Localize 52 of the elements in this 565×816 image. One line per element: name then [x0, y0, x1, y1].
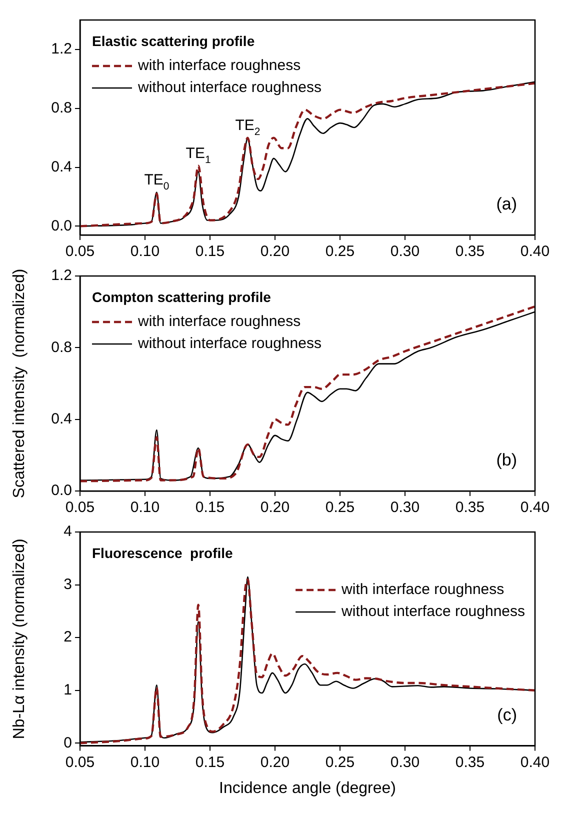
x-tick-label: 0.30 — [390, 754, 420, 771]
x-tick-label: 0.15 — [195, 243, 225, 260]
y-tick-label: 1.2 — [51, 267, 72, 284]
x-tick-label: 0.10 — [130, 754, 160, 771]
y-axis-title: Scattered intensity (normalized) — [11, 268, 28, 498]
x-tick-label: 0.30 — [390, 499, 420, 516]
y-tick-label: 0.8 — [51, 338, 72, 356]
legend-label: without interface roughness — [137, 335, 322, 352]
y-tick-label: 0.4 — [51, 158, 72, 176]
y-tick-label: 0.0 — [51, 482, 72, 500]
x-tick-label: 0.20 — [260, 243, 290, 260]
legend-label: with interface roughness — [137, 57, 301, 74]
x-tick-label: 0.15 — [195, 754, 225, 771]
x-tick-label: 0.30 — [390, 243, 420, 260]
x-tick-label: 0.35 — [455, 754, 485, 771]
annotation: (a) — [496, 194, 518, 214]
x-tick-label: 0.10 — [130, 243, 160, 260]
legend-label: with interface roughness — [340, 581, 504, 598]
y-tick-label: 1 — [64, 682, 72, 699]
y-tick-label: 4 — [64, 523, 72, 540]
y-tick-label: 0.4 — [51, 410, 72, 428]
x-tick-label: 0.25 — [325, 243, 355, 260]
legend-label: without interface roughness — [137, 79, 322, 96]
y-tick-label: 0 — [64, 734, 72, 752]
text: Compton scattering profile — [92, 288, 272, 305]
text: Elastic scattering profile — [92, 32, 255, 49]
x-tick-label: 0.35 — [455, 243, 485, 260]
x-tick-label: 0.05 — [65, 243, 95, 260]
x-tick-label: 0.20 — [260, 754, 290, 771]
x-tick-label: 0.25 — [325, 754, 355, 771]
x-tick-label: 0.05 — [65, 499, 95, 516]
annotation: (c) — [497, 705, 518, 724]
x-tick-label: 0.20 — [260, 499, 290, 516]
x-tick-label: 0.25 — [325, 499, 355, 516]
y-tick-label: 2 — [64, 628, 72, 646]
x-tick-label: 0.10 — [130, 499, 160, 516]
x-tick-label: 0.15 — [195, 499, 225, 516]
legend-label: without interface roughness — [340, 603, 526, 620]
x-axis-title: Incidence angle (degree) — [218, 780, 396, 797]
x-tick-label: 0.40 — [520, 754, 550, 771]
y-tick-label: 3 — [64, 576, 72, 593]
x-tick-label: 0.40 — [520, 499, 550, 516]
text: Fluorescence profile — [92, 544, 234, 561]
legend-label: with interface roughness — [137, 313, 301, 330]
x-tick-label: 0.05 — [65, 754, 95, 771]
y-tick-label: 0.8 — [51, 99, 72, 116]
x-tick-label: 0.40 — [520, 243, 550, 260]
annotation: (b) — [496, 450, 518, 470]
y-tick-label: 0.0 — [51, 217, 72, 234]
y-tick-label: 1.2 — [51, 40, 72, 58]
y-axis-title: Nb-Lα intensity (normalized) — [11, 538, 28, 740]
x-tick-label: 0.35 — [455, 499, 485, 516]
